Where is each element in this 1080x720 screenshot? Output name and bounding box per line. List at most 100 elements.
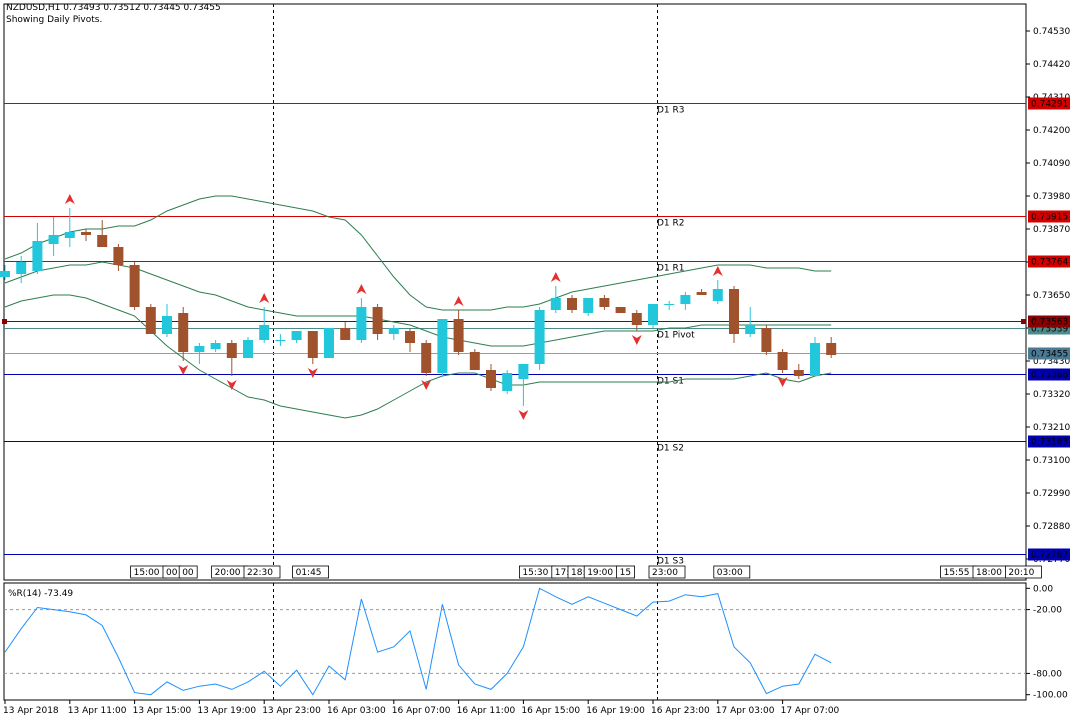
pivot-price-box — [1028, 210, 1070, 223]
candle — [97, 220, 108, 247]
session-tag-box — [1005, 565, 1042, 579]
band-middle — [4, 261, 832, 347]
candle-body — [518, 364, 529, 379]
time-tick-label: 16 Apr 03:00 — [327, 706, 386, 716]
session-tag-label: 00 — [166, 568, 178, 578]
fractal-up-arrow — [259, 293, 270, 303]
candle-body — [583, 298, 594, 313]
candle — [648, 304, 658, 328]
time-tick-label: 13 Apr 11:00 — [68, 706, 127, 716]
prev-close-label: 0.73563 — [1031, 318, 1068, 328]
candle-body — [405, 331, 415, 343]
candle-body — [631, 313, 642, 325]
candle — [680, 292, 691, 310]
candle-body — [810, 343, 820, 376]
candle — [729, 286, 739, 343]
chart-header: NZDUSD,H1 0.73493 0.73512 0.73445 0.7345… — [6, 2, 221, 26]
candle-body — [793, 370, 804, 376]
candle-body — [162, 316, 172, 334]
candle-body — [307, 331, 318, 358]
candle — [664, 301, 675, 310]
candle — [372, 304, 383, 340]
candle-body — [421, 343, 432, 373]
time-tick-label: 16 Apr 23:00 — [651, 706, 710, 716]
candle-body — [324, 328, 334, 358]
candle-body — [259, 325, 270, 340]
wpr-title: %R(14) -73.49 — [8, 589, 73, 599]
session-tag-label: 19:00 — [587, 568, 613, 578]
pivot-label: D1 R3 — [657, 106, 685, 116]
wpr-tick-label: -80.00 — [1033, 669, 1062, 679]
price-tick-label: 0.74530 — [1033, 27, 1070, 37]
symbol-quote: NZDUSD,H1 0.73493 0.73512 0.73445 0.7345… — [6, 3, 221, 13]
pivot-price-label: 0.73163 — [1031, 438, 1068, 448]
candle-body — [534, 310, 545, 364]
candle-body — [615, 307, 626, 313]
session-tag-label: 22:30 — [247, 568, 273, 578]
candle — [0, 265, 10, 280]
wpr-tick-label: 0.00 — [1033, 584, 1053, 594]
candle-body — [680, 295, 691, 304]
candle-body — [291, 331, 302, 340]
candle — [324, 328, 334, 358]
pivot-price-box — [1028, 548, 1070, 561]
pivot-label: D1 R2 — [657, 219, 685, 229]
session-tag-label: 20:00 — [215, 568, 241, 578]
session-tag-label: 03:00 — [717, 568, 743, 578]
fractal-down-arrow — [518, 410, 529, 420]
fractal-up-arrow — [453, 296, 464, 306]
session-tag-label: 00 — [182, 568, 194, 578]
candle — [518, 364, 529, 406]
session-tag-box — [178, 565, 198, 579]
indicator-frame — [3, 582, 1027, 701]
pivot-label: D1 S3 — [657, 557, 684, 567]
prev-close-marker — [1021, 319, 1026, 324]
candle-body — [469, 352, 480, 370]
candle — [340, 322, 351, 340]
candle-body — [567, 298, 577, 310]
candle-body — [599, 298, 610, 307]
candle-body — [178, 313, 189, 352]
candle-body — [129, 265, 140, 307]
candle — [178, 307, 189, 361]
candle — [259, 307, 270, 343]
wpr-line — [4, 587, 832, 696]
candle-body — [0, 271, 10, 277]
pivot-note: Showing Daily Pivots. — [6, 15, 103, 25]
candle — [16, 256, 27, 283]
candle-body — [194, 346, 205, 352]
candle-body — [761, 328, 772, 352]
candle — [162, 304, 172, 337]
pivot-price-box — [1028, 97, 1070, 110]
candle — [761, 325, 772, 355]
candle-body — [745, 325, 756, 334]
session-tag-label: 15:55 — [944, 568, 970, 578]
session-tag-box — [292, 565, 330, 579]
session-tag-label: 23:00 — [652, 568, 678, 578]
time-tick-label: 16 Apr 11:00 — [457, 706, 516, 716]
candle — [32, 223, 43, 274]
main-frame — [3, 3, 1027, 581]
candle — [469, 349, 480, 370]
session-tag-box — [713, 565, 751, 579]
candle-body — [648, 304, 658, 325]
time-tick-label: 13 Apr 2018 — [3, 706, 59, 716]
pivot-label: D1 R1 — [657, 264, 685, 274]
time-tick-label: 16 Apr 15:00 — [521, 706, 580, 716]
time-tick-label: 13 Apr 19:00 — [197, 706, 256, 716]
candle — [453, 310, 464, 355]
session-tag-label: 20:10 — [1008, 568, 1034, 578]
price-tick-label: 0.73650 — [1033, 291, 1070, 301]
price-tick-label: 0.74090 — [1033, 159, 1070, 169]
candle — [777, 349, 788, 373]
candle — [502, 370, 513, 394]
candle — [275, 334, 286, 346]
session-tag-label: 01:45 — [296, 568, 322, 578]
candle-body — [340, 328, 351, 340]
pivot-price-label: 0.72787 — [1031, 551, 1068, 561]
pivot-price-label: 0.74291 — [1031, 100, 1068, 110]
price-tick-label: 0.74420 — [1033, 60, 1070, 70]
fractal-down-arrow — [226, 380, 237, 390]
